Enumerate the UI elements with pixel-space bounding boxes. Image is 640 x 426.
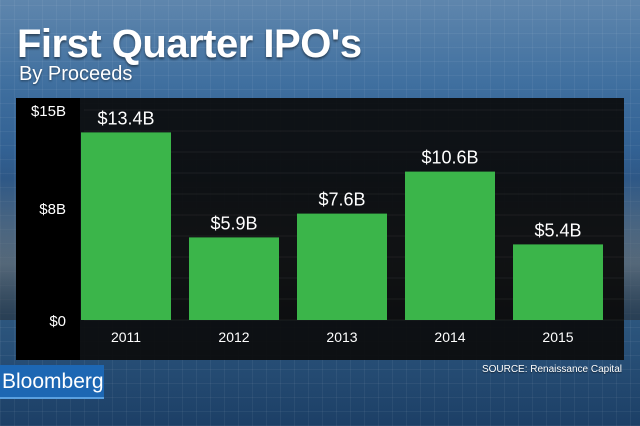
data-label: $13.4B (97, 108, 154, 128)
x-tick-label: 2014 (434, 329, 465, 345)
bar (405, 171, 495, 320)
y-tick-label: $0 (49, 313, 66, 330)
x-tick-label: 2013 (326, 329, 357, 345)
data-label: $10.6B (421, 148, 478, 168)
y-tick-label: $15B (31, 103, 66, 120)
bloomberg-logo: Bloomberg (0, 365, 104, 399)
data-label: $5.4B (534, 220, 581, 240)
source-note: SOURCE: Renaissance Capital (481, 364, 622, 375)
bar (189, 237, 279, 320)
y-axis-panel (16, 98, 80, 360)
bar (297, 213, 387, 320)
x-tick-label: 2011 (111, 329, 141, 345)
chart-subtitle: By Proceeds (19, 63, 133, 85)
chart-title: First Quarter IPO's (17, 22, 362, 66)
y-tick-label: $8B (39, 201, 66, 218)
x-tick-label: 2015 (542, 329, 573, 345)
data-label: $7.6B (318, 190, 365, 210)
x-tick-label: 2012 (218, 329, 249, 345)
bar (81, 132, 171, 320)
bar (513, 244, 603, 320)
data-label: $5.9B (210, 213, 257, 233)
